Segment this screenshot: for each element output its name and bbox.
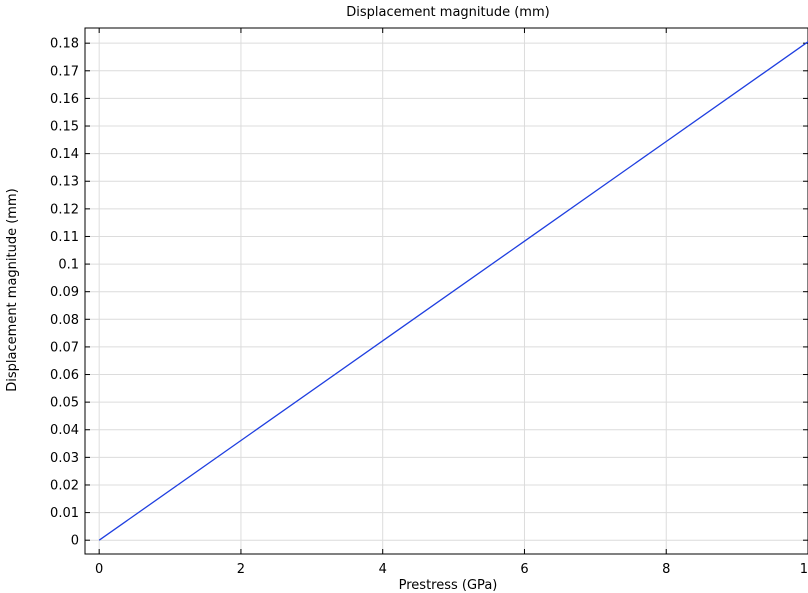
y-tick-label-18: 0.18 [50, 37, 79, 52]
x-tick-label-2: 4 [379, 562, 387, 577]
series-line-0 [98, 41, 808, 541]
x-tick-label-4: 8 [662, 562, 670, 577]
y-axis-label: Displacement magnitude (mm) [5, 188, 20, 391]
y-tick-label-1: 0.01 [50, 506, 79, 521]
y-tick-label-0: 0 [71, 534, 79, 549]
chart-title: Displacement magnitude (mm) [346, 5, 549, 20]
grid [85, 28, 808, 554]
plot-border [84, 27, 808, 555]
x-tick-label-3: 6 [520, 562, 528, 577]
y-tick-label-5: 0.05 [50, 396, 79, 411]
y-tick-label-11: 0.11 [50, 230, 79, 245]
y-tick-label-17: 0.17 [50, 64, 79, 79]
x-tick-label-0: 0 [95, 562, 103, 577]
series [98, 41, 808, 541]
x-tick-label-1: 2 [237, 562, 245, 577]
y-tick-label-16: 0.16 [50, 92, 79, 107]
y-tick-label-8: 0.08 [50, 313, 79, 328]
y-tick-label-6: 0.06 [50, 368, 79, 383]
y-tick-label-4: 0.04 [50, 423, 79, 438]
y-tick-label-14: 0.14 [50, 147, 79, 162]
y-tick-label-3: 0.03 [50, 451, 79, 466]
y-tick-label-12: 0.12 [50, 202, 79, 217]
x-axis-label: Prestress (GPa) [399, 578, 498, 593]
ticks: 0 2 4 6 8 10 0 0.01 0.02 0.03 0.04 0.05 0.06 0.07 0.08… [50, 28, 808, 577]
y-tick-label-10: 0.1 [58, 258, 79, 273]
y-tick-label-15: 0.15 [50, 120, 79, 135]
y-tick-label-13: 0.13 [50, 175, 79, 190]
y-tick-label-7: 0.07 [50, 340, 79, 355]
x-tick-label-5: 10 [800, 562, 808, 577]
y-tick-label-2: 0.02 [50, 478, 79, 493]
y-tick-label-9: 0.09 [50, 285, 79, 300]
plot-frame [84, 27, 808, 555]
